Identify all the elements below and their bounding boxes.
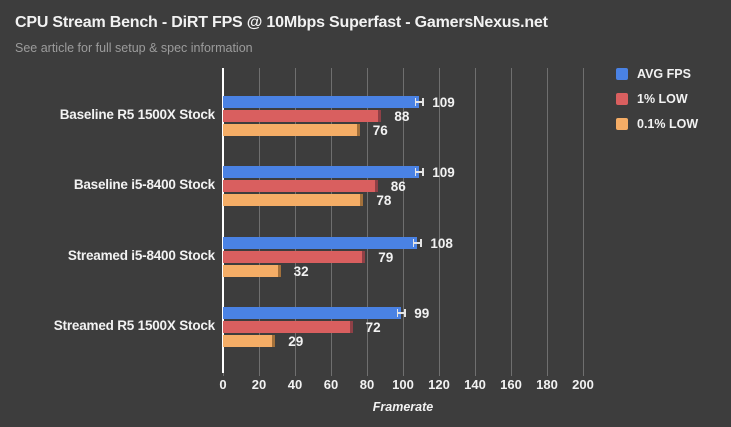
error-whisker-cap: [422, 98, 424, 106]
bar-0-1-low: [223, 194, 364, 206]
error-whisker-cap: [420, 239, 422, 247]
category-label: Baseline i5-8400 Stock: [73, 177, 215, 192]
bar-avg-fps: [223, 166, 420, 178]
x-tick-label: 60: [323, 377, 339, 392]
value-label: 108: [430, 236, 453, 251]
bar-1-low: [223, 321, 353, 333]
y-axis-line: [222, 68, 224, 373]
bar-0-1-low: [223, 124, 360, 136]
legend-swatch: [616, 68, 628, 80]
value-label: 109: [432, 95, 455, 110]
x-tick-label: 20: [251, 377, 267, 392]
error-whisker-cap: [412, 239, 415, 247]
legend-swatch: [616, 93, 628, 105]
x-axis-label: Framerate: [372, 400, 434, 414]
chart-subtitle: See article for full setup & spec inform…: [15, 41, 253, 55]
value-label: 32: [293, 264, 309, 279]
value-label: 72: [365, 320, 381, 335]
error-whisker-cap: [422, 168, 424, 176]
value-label: 78: [376, 193, 392, 208]
gridline: [439, 68, 440, 376]
error-whisker: [412, 242, 422, 244]
bar-end-cap: [374, 180, 378, 192]
legend-label: 0.1% LOW: [637, 117, 699, 131]
value-label: 99: [414, 306, 430, 321]
category-label: Streamed i5-8400 Stock: [67, 248, 215, 263]
bar-end-cap: [362, 251, 366, 263]
legend-label: AVG FPS: [637, 67, 691, 81]
error-whisker-cap: [404, 309, 406, 317]
legend-swatch: [616, 118, 628, 130]
value-label: 76: [372, 123, 388, 138]
error-whisker: [396, 312, 406, 314]
x-tick-label: 140: [464, 377, 486, 392]
gridline: [331, 68, 332, 376]
error-whisker-cap: [396, 309, 399, 317]
bar-avg-fps: [223, 307, 402, 319]
chart-title: CPU Stream Bench - DiRT FPS @ 10Mbps Sup…: [15, 14, 548, 31]
bar-end-cap: [272, 335, 276, 347]
error-whisker: [414, 101, 424, 103]
x-tick-label: 120: [428, 377, 450, 392]
x-tick-label: 40: [287, 377, 303, 392]
gridline: [547, 68, 548, 376]
value-label: 29: [288, 334, 304, 349]
bar-end-cap: [360, 194, 364, 206]
bar-0-1-low: [223, 265, 281, 277]
bar-avg-fps: [223, 96, 420, 108]
error-whisker-cap: [414, 98, 417, 106]
gridline: [367, 68, 368, 376]
gridline: [259, 68, 260, 376]
value-label: 79: [378, 250, 394, 265]
x-tick-label: 0: [219, 377, 227, 392]
error-whisker-cap: [414, 168, 417, 176]
x-tick-label: 180: [536, 377, 558, 392]
legend-item: AVG FPS: [616, 67, 726, 81]
gridline: [403, 68, 404, 376]
x-tick-label: 200: [572, 377, 594, 392]
gridline: [583, 68, 584, 376]
bar-1-low: [223, 110, 382, 122]
gridline: [511, 68, 512, 376]
error-whisker: [414, 171, 424, 173]
bar-end-cap: [356, 124, 360, 136]
category-label: Streamed R5 1500X Stock: [53, 318, 215, 333]
value-label: 86: [390, 179, 406, 194]
gridline: [475, 68, 476, 376]
bar-avg-fps: [223, 237, 418, 249]
bar-end-cap: [378, 110, 382, 122]
value-label: 109: [432, 165, 455, 180]
x-tick-label: 100: [392, 377, 414, 392]
category-label: Baseline R5 1500X Stock: [59, 107, 215, 122]
x-tick-label: 80: [359, 377, 375, 392]
legend-label: 1% LOW: [637, 92, 688, 106]
bar-end-cap: [277, 265, 281, 277]
legend-item: 0.1% LOW: [616, 117, 726, 131]
bar-0-1-low: [223, 335, 276, 347]
bar-end-cap: [349, 321, 353, 333]
x-tick-label: 160: [500, 377, 522, 392]
bar-1-low: [223, 251, 366, 263]
bar-1-low: [223, 180, 378, 192]
value-label: 88: [394, 109, 410, 124]
legend-item: 1% LOW: [616, 92, 726, 106]
gridline: [295, 68, 296, 376]
